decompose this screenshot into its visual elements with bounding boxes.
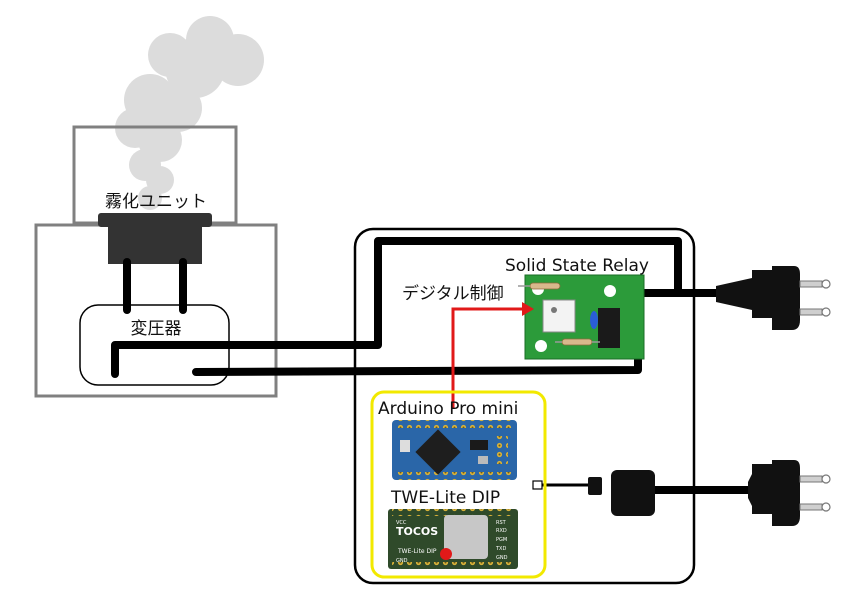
smoke-icon	[115, 16, 264, 210]
twe-pin-txd: TXD	[495, 546, 506, 552]
twelite-board	[388, 509, 518, 569]
ssr-board	[518, 274, 645, 360]
tocos-brand: TOCOS	[396, 525, 438, 538]
usb-adapter-icon	[532, 470, 655, 516]
mist-unit-label: 霧化ユニット	[105, 192, 207, 212]
twe-pin-rxd: RXD	[496, 528, 507, 534]
twe-pin-vcc: VCC	[396, 520, 407, 526]
mist-unit-body	[108, 226, 202, 264]
twelite-board-text: TWE-Lite DIP	[397, 548, 437, 555]
power-plug-icon	[716, 266, 831, 330]
twelite-label: TWE-Lite DIP	[390, 488, 500, 508]
twe-pin-pgm: PGM	[496, 537, 507, 543]
controller-highlight	[370, 390, 547, 579]
transformer-label: 変圧器	[131, 319, 182, 339]
power-plug-icon	[748, 460, 831, 526]
arduino-label: Arduino Pro mini	[378, 399, 518, 419]
twe-pin-gnd-right: GND	[496, 555, 508, 561]
mist-unit-plate	[98, 213, 212, 227]
ssr-label: Solid State Relay	[505, 256, 649, 276]
digital-control-label: デジタル制御	[402, 283, 504, 304]
arduino-board	[392, 420, 517, 480]
control-signal-arrow	[451, 302, 534, 408]
twe-pin-gnd-left: GND	[396, 558, 408, 564]
twe-pin-rst: RST	[496, 520, 507, 526]
